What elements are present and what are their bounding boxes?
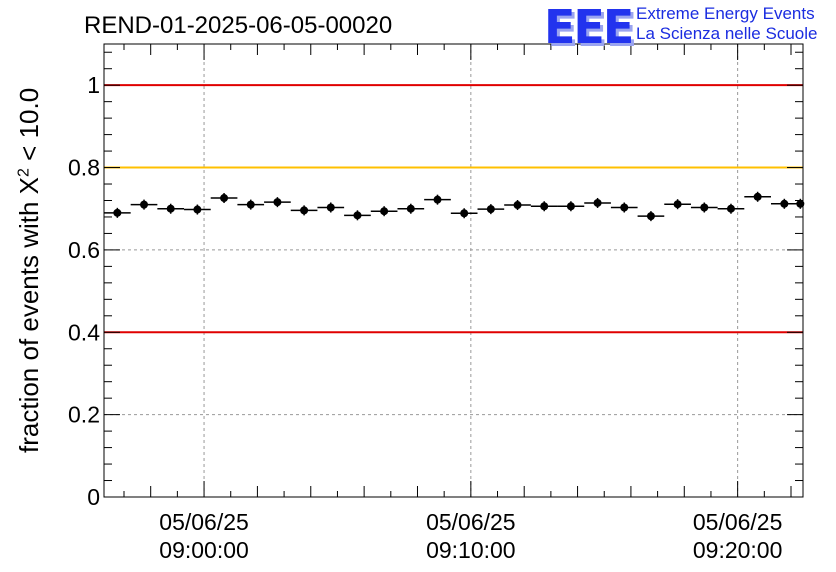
plot-frame — [103, 43, 804, 498]
y-tick-label: 0.8 — [68, 155, 100, 181]
data-point — [646, 212, 655, 221]
data-point — [753, 192, 762, 201]
y-tick-label: 0.4 — [68, 319, 100, 345]
x-tick-time: 09:00:00 — [159, 537, 249, 563]
chart-title: REND-01-2025-06-05-00020 — [84, 12, 393, 39]
chi-power: 2 — [15, 168, 33, 177]
data-point — [566, 202, 575, 211]
data-point — [140, 200, 149, 209]
y-tick-label: 1 — [87, 72, 100, 98]
data-point — [700, 203, 709, 212]
logo-line-2: La Scienza nelle Scuole — [636, 24, 818, 43]
data-point — [326, 203, 335, 212]
x-tick-date: 05/06/25 — [159, 509, 249, 535]
data-point — [513, 201, 522, 210]
data-point — [406, 204, 415, 213]
data-point — [540, 202, 549, 211]
y-axis-label-suffix: < 10.0 — [14, 87, 44, 169]
data-point — [460, 209, 469, 218]
data-point — [193, 205, 202, 214]
chi-symbol: X — [14, 176, 44, 195]
y-tick-label: 0.2 — [68, 402, 100, 428]
data-point — [166, 204, 175, 213]
y-tick-label: 0 — [87, 484, 100, 510]
y-axis-label: fraction of events with X2 < 10.0 — [14, 88, 45, 453]
x-tick-date: 05/06/25 — [693, 509, 783, 535]
data-point — [380, 207, 389, 216]
data-point — [353, 211, 362, 220]
eee-logo-shadow: EEE — [547, 3, 637, 57]
data-point — [780, 199, 789, 208]
x-tick-date: 05/06/25 — [426, 509, 516, 535]
data-point — [486, 205, 495, 214]
logo-line-1: Extreme Energy Events — [636, 4, 815, 23]
data-point — [113, 208, 122, 217]
x-tick-time: 09:20:00 — [693, 537, 783, 563]
data-point — [273, 198, 282, 207]
y-tick-label: 0.6 — [68, 237, 100, 263]
x-tick-time: 09:10:00 — [426, 537, 516, 563]
data-point — [796, 199, 805, 208]
data-point — [673, 200, 682, 209]
y-axis-label-prefix: fraction of events with — [14, 194, 44, 453]
data-point — [300, 206, 309, 215]
data-point — [433, 195, 442, 204]
data-point — [593, 198, 602, 207]
data-point — [726, 204, 735, 213]
data-point — [246, 200, 255, 209]
data-point — [220, 194, 229, 203]
data-point — [620, 203, 629, 212]
eee-logo-mark: EEE — [544, 0, 634, 54]
